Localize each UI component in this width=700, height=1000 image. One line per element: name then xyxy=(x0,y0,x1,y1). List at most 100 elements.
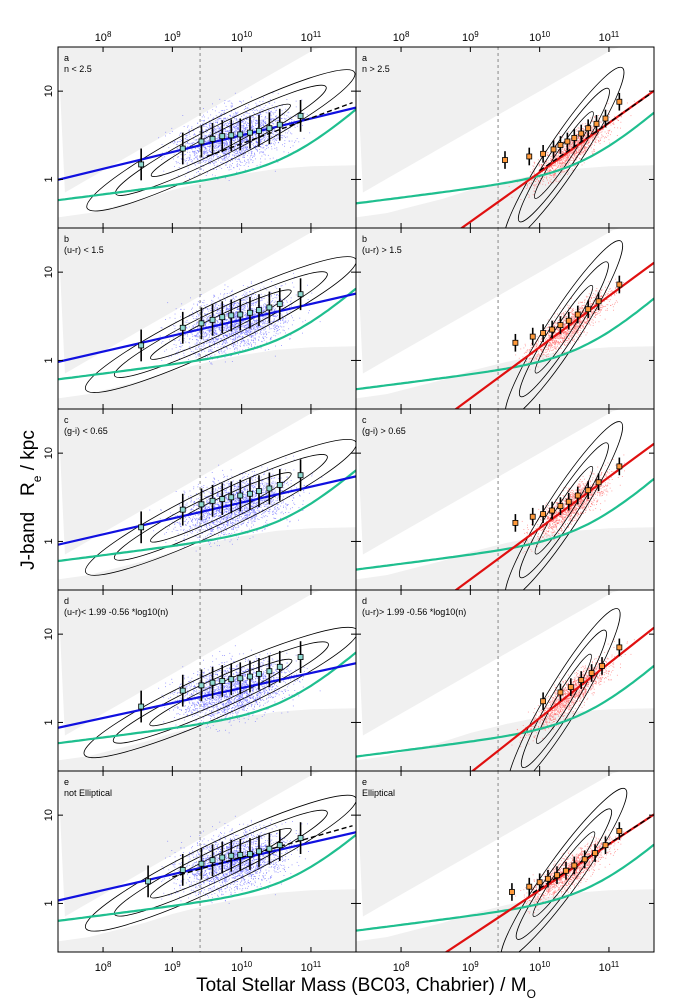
scatter-point xyxy=(215,121,216,123)
scatter-point xyxy=(220,119,222,121)
scatter-point xyxy=(246,124,248,126)
scatter-point xyxy=(227,125,229,127)
scatter-point xyxy=(574,154,575,156)
scatter-point xyxy=(250,126,252,128)
scatter-point xyxy=(576,131,578,132)
scatter-point xyxy=(223,142,225,144)
scatter-point xyxy=(224,318,226,320)
scatter-point xyxy=(264,321,266,323)
scatter-point xyxy=(218,325,220,327)
scatter-point xyxy=(286,313,288,315)
scatter-point xyxy=(187,139,188,140)
scatter-point xyxy=(207,140,208,142)
binned-medians xyxy=(502,92,623,169)
scatter-point xyxy=(269,328,271,330)
scatter-point xyxy=(241,142,243,144)
scatter-point xyxy=(233,126,234,127)
scatter-point xyxy=(243,152,245,153)
scatter-point xyxy=(288,140,290,142)
scatter-point xyxy=(241,130,243,132)
scatter-point xyxy=(244,123,246,124)
scatter-point xyxy=(575,147,577,149)
scatter-point xyxy=(206,335,208,336)
scatter-point xyxy=(233,344,234,346)
scatter-point xyxy=(183,126,185,127)
scatter-point xyxy=(231,291,233,293)
scatter-point xyxy=(545,163,547,165)
scatter-point xyxy=(567,154,569,156)
scatter-point xyxy=(565,146,567,148)
scatter-point xyxy=(561,151,563,153)
scatter-point xyxy=(185,341,187,343)
scatter-point xyxy=(270,114,272,116)
scatter-point xyxy=(581,146,583,148)
scatter-point xyxy=(548,162,550,164)
scatter-point xyxy=(253,337,255,339)
scatter-point xyxy=(550,158,551,160)
scatter-point xyxy=(204,135,206,136)
scatter-point xyxy=(235,331,236,333)
scatter-point xyxy=(232,297,234,299)
scatter-point xyxy=(289,310,291,312)
scatter-point xyxy=(574,152,576,154)
scatter-point xyxy=(218,128,219,130)
scatter-point xyxy=(575,133,577,135)
scatter-point xyxy=(224,356,226,358)
scatter-point xyxy=(242,148,243,150)
scatter-point xyxy=(228,150,230,152)
scatter-point xyxy=(550,170,551,171)
scatter-point xyxy=(196,317,198,319)
scatter-point xyxy=(261,116,263,117)
scatter-point xyxy=(189,159,191,161)
scatter-point xyxy=(174,141,176,143)
scatter-point xyxy=(211,154,213,156)
scatter-point xyxy=(580,145,581,147)
scatter-point xyxy=(226,109,228,110)
scatter-point xyxy=(273,324,275,326)
scatter-point xyxy=(246,142,248,144)
scatter-point xyxy=(254,117,256,119)
scatter-point xyxy=(216,126,218,128)
scatter-point xyxy=(226,125,228,127)
scatter-point xyxy=(218,143,220,145)
scatter-point xyxy=(585,150,586,151)
scatter-point xyxy=(234,307,236,308)
scatter-point xyxy=(577,127,579,129)
scatter-point xyxy=(565,156,567,158)
scatter-point xyxy=(595,142,597,144)
scatter-point xyxy=(215,305,216,307)
scatter-point xyxy=(600,132,602,134)
scatter-point xyxy=(247,118,249,120)
scatter-point xyxy=(255,158,256,160)
scatter-point xyxy=(235,146,236,147)
scatter-point xyxy=(578,146,579,148)
scatter-point xyxy=(213,145,214,147)
scatter-point xyxy=(243,327,245,328)
scatter-point xyxy=(218,117,220,119)
scatter-point xyxy=(234,319,236,321)
scatter-point xyxy=(554,165,555,167)
scatter-point xyxy=(227,130,229,131)
scatter-point xyxy=(273,321,275,322)
scatter-point xyxy=(191,142,193,144)
scatter-point xyxy=(262,132,264,134)
scatter-point xyxy=(531,179,533,181)
scatter-point xyxy=(285,128,286,130)
scatter-point xyxy=(572,169,574,171)
scatter-point xyxy=(223,143,225,145)
scatter-point xyxy=(566,158,568,160)
scatter-point xyxy=(262,338,264,339)
scatter-point xyxy=(247,343,249,344)
scatter-point xyxy=(262,111,264,113)
scatter-point xyxy=(191,332,193,334)
scatter-point xyxy=(236,345,238,347)
scatter-point xyxy=(270,110,272,112)
scatter-point xyxy=(574,143,576,145)
scatter-point xyxy=(243,144,244,146)
scatter-point xyxy=(243,153,245,155)
scatter-point xyxy=(259,152,261,154)
scatter-point xyxy=(295,140,297,142)
scatter-point xyxy=(291,324,293,326)
scatter-point xyxy=(582,149,583,151)
scatter-point xyxy=(224,109,226,111)
